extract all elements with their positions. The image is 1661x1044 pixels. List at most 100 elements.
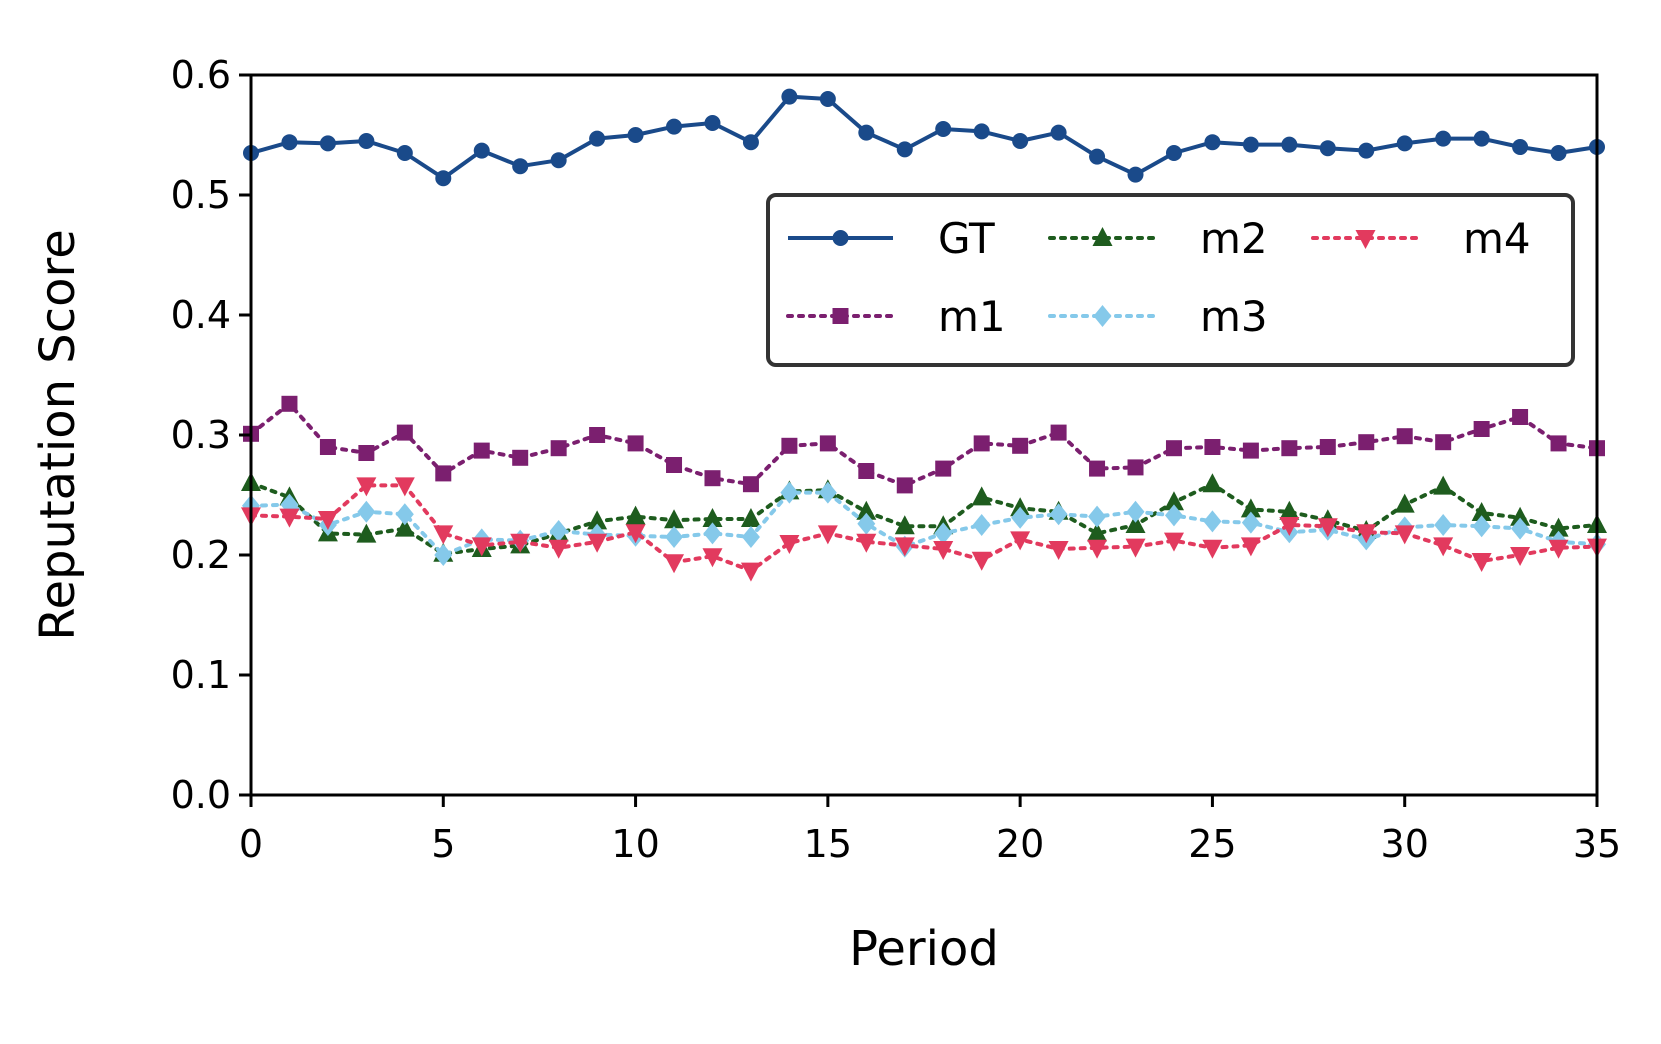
data-point-m2 [702, 508, 723, 527]
data-point-gt [550, 152, 567, 169]
data-point-m3 [434, 544, 453, 566]
data-point-m3 [1011, 506, 1030, 529]
data-point-m2 [856, 500, 877, 520]
data-point-m2 [1125, 514, 1146, 533]
legend-label-gt: GT [938, 214, 995, 263]
x-tick-label: 10 [611, 822, 659, 866]
data-point-m1 [1358, 434, 1375, 451]
data-point-m1 [358, 445, 375, 461]
data-point-gt [627, 127, 644, 143]
data-point-gt [396, 145, 413, 161]
data-point-m4 [1010, 531, 1031, 551]
data-point-m3 [1241, 511, 1260, 534]
y-tick-label: 0.6 [171, 53, 231, 97]
x-tick-label: 0 [239, 822, 263, 866]
data-point-gt [1435, 130, 1452, 147]
data-point-gt [666, 118, 683, 135]
data-point-m3 [1049, 503, 1068, 526]
data-point-m4 [510, 533, 531, 553]
data-point-gt [973, 123, 990, 140]
legend-marker-m1 [832, 308, 849, 324]
data-point-m1 [896, 477, 913, 494]
data-point-m3 [780, 481, 799, 504]
data-point-m2 [1087, 522, 1108, 542]
data-point-m4 [394, 477, 415, 497]
y-axis-label: Reputation Score [30, 229, 86, 641]
data-point-m1 [1204, 439, 1221, 455]
data-point-m1 [319, 439, 336, 455]
data-point-m1 [819, 435, 836, 452]
y-tick-label: 0.5 [171, 173, 231, 217]
data-point-gt [1089, 148, 1106, 165]
y-tick-label: 0.0 [171, 773, 231, 817]
data-point-m4 [1240, 537, 1261, 557]
data-point-m1 [1550, 435, 1567, 452]
data-point-gt [1550, 145, 1567, 161]
data-point-m4 [1125, 538, 1146, 558]
data-point-m2 [1510, 506, 1531, 526]
data-point-m1 [1281, 440, 1298, 457]
y-tick-label: 0.2 [171, 533, 231, 577]
data-point-gt [935, 121, 952, 137]
data-point-m4 [1279, 517, 1300, 536]
x-tick-label: 5 [431, 822, 455, 866]
data-point-m3 [395, 503, 414, 526]
x-tick-label: 20 [996, 822, 1044, 866]
data-point-m1 [1473, 421, 1490, 437]
x-axis-label: Period [849, 921, 999, 977]
data-point-m4 [1163, 532, 1184, 552]
data-point-m1 [1396, 428, 1413, 445]
data-point-m1 [473, 442, 490, 459]
data-point-m3 [972, 514, 991, 536]
data-point-m4 [1548, 539, 1569, 559]
legend-marker-gt [832, 230, 849, 246]
data-point-m3 [703, 522, 722, 545]
data-point-m4 [1048, 541, 1069, 560]
data-point-m4 [625, 524, 646, 544]
legend-marker-m2 [1092, 227, 1113, 246]
data-point-m1 [281, 395, 298, 412]
legend-item-m3: m3 [1048, 292, 1268, 341]
data-point-m4 [1433, 537, 1454, 557]
data-point-m2 [394, 517, 415, 537]
data-point-gt [742, 134, 759, 151]
x-tick-label: 35 [1573, 822, 1621, 866]
data-point-m4 [971, 551, 992, 571]
y-tick-label: 0.1 [171, 653, 231, 697]
data-point-gt [1358, 142, 1375, 159]
data-point-m4 [894, 537, 915, 557]
data-point-m4 [279, 508, 300, 528]
data-point-m1 [1242, 442, 1259, 459]
data-point-gt [1012, 133, 1029, 149]
data-point-m1 [1319, 439, 1336, 455]
data-point-gt [589, 130, 606, 147]
data-point-gt [1204, 134, 1221, 151]
data-point-m1 [1512, 409, 1529, 425]
y-tick-label: 0.4 [171, 293, 231, 337]
plot-area-frame [249, 73, 1599, 797]
data-point-m1 [435, 465, 452, 482]
data-point-m4 [933, 541, 954, 560]
data-point-m4 [1510, 547, 1531, 566]
data-point-gt [781, 88, 798, 105]
data-point-gt [473, 142, 490, 159]
data-point-gt [1165, 145, 1182, 161]
series-m1 [243, 395, 1605, 494]
x-axis: 0 5 10 15 20 25 30 35 [239, 795, 1621, 866]
data-point-gt [512, 158, 529, 175]
data-point-m1 [666, 457, 683, 473]
data-point-gt [435, 170, 452, 187]
data-point-m1 [396, 424, 413, 441]
legend-item-m1: m1 [786, 292, 1006, 341]
data-point-m3 [818, 481, 837, 504]
data-point-m4 [817, 525, 838, 545]
data-point-m1 [1435, 434, 1452, 451]
y-tick-label: 0.3 [171, 413, 231, 457]
data-point-m1 [627, 435, 644, 452]
data-point-m4 [779, 535, 800, 554]
data-point-m2 [1202, 473, 1223, 493]
legend-label-m2: m2 [1200, 214, 1268, 263]
data-point-m2 [1279, 500, 1300, 520]
legend-items: GT m1 m2 m3 m4 [786, 214, 1531, 341]
